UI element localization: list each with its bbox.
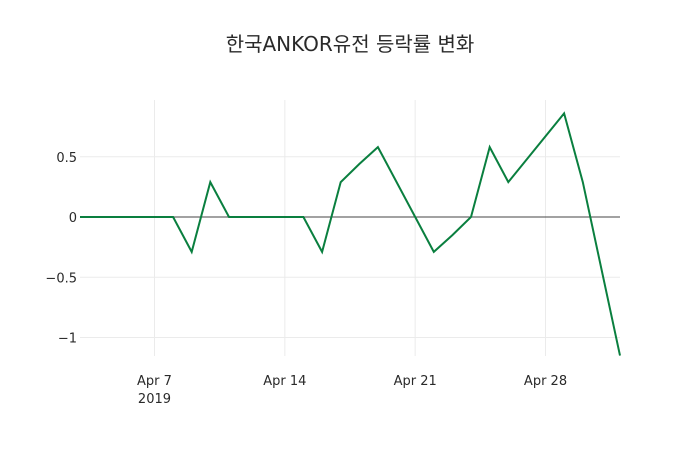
data-series (80, 111, 621, 356)
y-tick-label: 0.5 (56, 151, 77, 166)
y-tick-label: 0 (69, 211, 77, 226)
x-tick-label: Apr 21 (394, 374, 437, 389)
y-tick-label: −0.5 (45, 271, 77, 286)
x-tick-label: Apr 7 (137, 374, 172, 389)
y-tick-label: −1 (58, 332, 77, 347)
chart-title: 한국ANKOR유전 등락률 변화 (225, 32, 475, 56)
gridlines (80, 100, 620, 356)
y-axis-ticks: 0.5 0 −0.5 −1 (45, 151, 77, 347)
x-axis-ticks: Apr 7 2019 Apr 14 Apr 21 Apr 28 (137, 374, 567, 407)
series-line (80, 111, 621, 356)
x-tick-label: Apr 14 (263, 374, 306, 389)
x-tick-label: Apr 28 (524, 374, 567, 389)
x-tick-year-label: 2019 (138, 392, 171, 407)
